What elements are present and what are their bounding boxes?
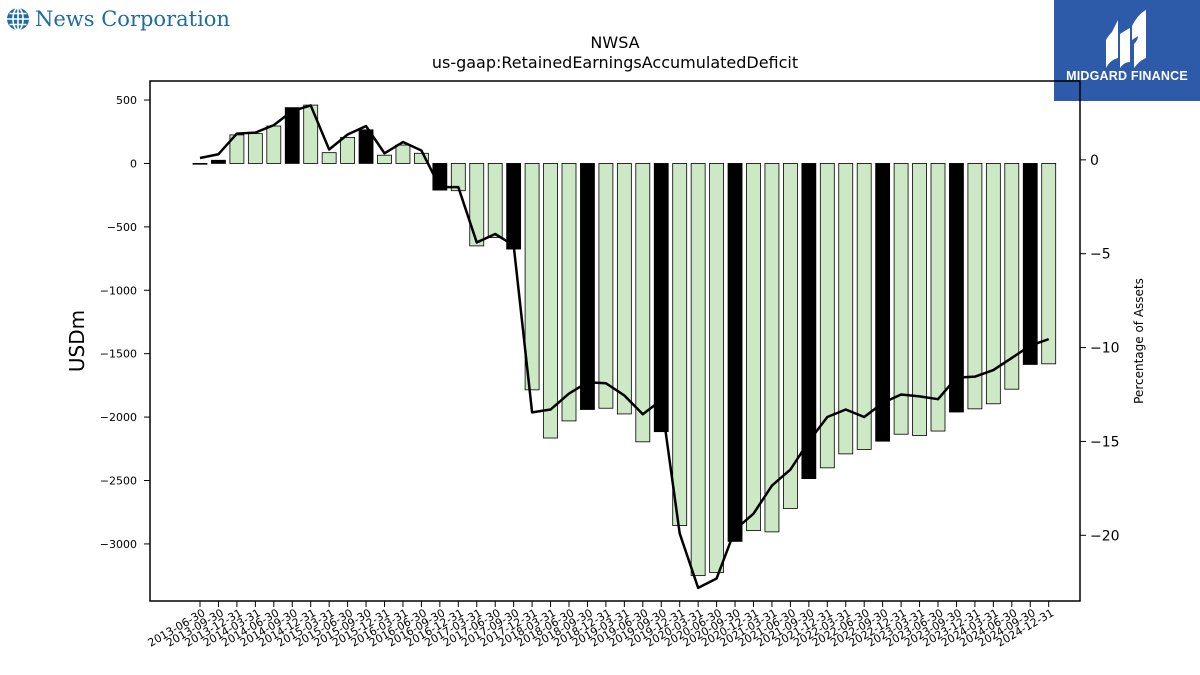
- y-tick-label: −1000: [100, 284, 137, 297]
- asset-percentage-line: [199, 104, 1050, 590]
- x-axis: 2013-06-302013-09-302013-12-312014-03-31…: [146, 601, 1056, 650]
- y-axis-label: USDm: [65, 310, 89, 372]
- y2-tick-label: −15: [1090, 434, 1120, 450]
- bar: [284, 107, 300, 164]
- bar: [967, 163, 983, 410]
- y-tick-label: −1500: [100, 348, 137, 361]
- y-tick-label: 0: [130, 157, 137, 170]
- y-tick-label: −500: [107, 221, 137, 234]
- bar: [838, 163, 854, 455]
- bar: [561, 163, 577, 422]
- y2-tick-label: −20: [1090, 528, 1120, 544]
- bar: [856, 163, 872, 450]
- y-tick-label: 500: [116, 94, 137, 107]
- line-layer: [199, 104, 1050, 590]
- bar: [893, 163, 909, 435]
- bar: [985, 163, 1001, 405]
- bar: [709, 163, 724, 573]
- bar: [912, 163, 927, 436]
- bar: [653, 163, 669, 433]
- bar: [580, 163, 595, 410]
- bar: [395, 144, 411, 164]
- brand-name: News Corporation: [35, 7, 230, 31]
- bar: [1041, 163, 1057, 365]
- bar: [1004, 163, 1020, 390]
- bar: [266, 125, 282, 164]
- y2-tick-label: −10: [1090, 341, 1120, 357]
- plot-frame: [149, 80, 1081, 602]
- bar: [506, 163, 522, 250]
- bar: [432, 163, 448, 191]
- bar: [949, 163, 964, 413]
- y-axis: 500 0 −500 −1000 −1500 −2000 −2500 −3000: [100, 94, 150, 551]
- bar: [413, 152, 429, 164]
- chart-subtitle: us-gaap:RetainedEarningsAccumulatedDefic…: [432, 53, 798, 72]
- bar: [211, 159, 226, 164]
- y2-axis-label: Percentage of Assets: [1132, 278, 1146, 404]
- bar: [930, 163, 946, 432]
- bar: [303, 104, 319, 164]
- bar: [524, 163, 540, 391]
- globe-icon: [7, 7, 29, 31]
- bar: [340, 137, 356, 164]
- bar: [635, 163, 651, 443]
- chart-title: NWSA: [590, 33, 639, 52]
- bar: [358, 129, 374, 164]
- bar: [543, 163, 558, 439]
- bar: [321, 152, 337, 164]
- bar: [819, 163, 835, 469]
- bar: [247, 133, 263, 164]
- bar: [690, 163, 706, 577]
- y-tick-label: −3000: [100, 538, 137, 551]
- partner-logo: MIDGARD FINANCE: [1054, 0, 1200, 101]
- y2-tick-label: 0: [1090, 153, 1099, 169]
- bar: [801, 163, 817, 480]
- bars-layer: [192, 104, 1057, 577]
- bar: [672, 163, 688, 526]
- midgard-mark-icon: [1106, 10, 1146, 68]
- y-tick-label: −2500: [100, 475, 137, 488]
- bar: [598, 163, 614, 409]
- bar: [783, 163, 798, 509]
- bar: [192, 163, 208, 165]
- y2-tick-label: −5: [1090, 247, 1111, 263]
- bar: [875, 163, 891, 442]
- bar: [746, 163, 761, 532]
- bar: [764, 163, 780, 533]
- brand: News Corporation: [6, 4, 230, 34]
- y2-axis: 0 −5 −10 −15 −20: [1080, 153, 1120, 544]
- partner-logo-text: MIDGARD FINANCE: [1066, 69, 1188, 83]
- bar: [487, 163, 503, 239]
- bar: [1022, 163, 1038, 365]
- bar: [616, 163, 632, 415]
- bar: [469, 163, 485, 247]
- bar: [727, 163, 743, 542]
- y-tick-label: −2000: [100, 411, 137, 424]
- bar: [377, 154, 392, 164]
